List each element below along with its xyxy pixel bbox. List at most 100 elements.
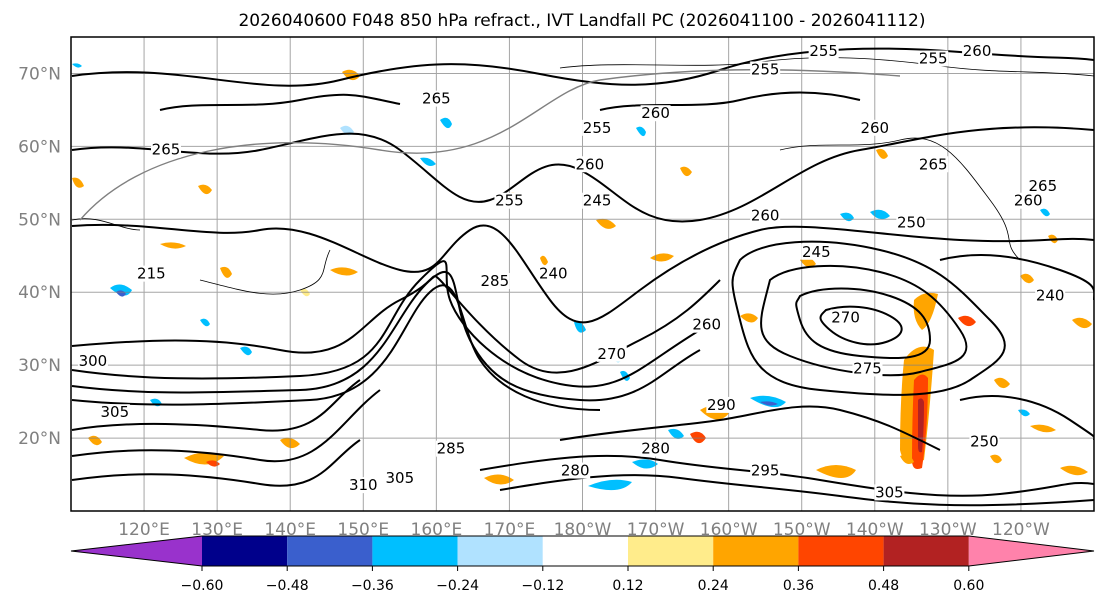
longitude-label: 150°W [773,520,831,540]
longitude-label: 120°W [992,520,1050,540]
colorbar-tick-label: 0.48 [868,578,899,594]
shade-orange-region [206,460,220,467]
contour-label: 255 [751,60,780,78]
colorbar-tick-label: −0.12 [521,578,564,594]
refractivity-shading [72,63,1092,491]
contour-label-background [640,440,671,457]
contour-label: 260 [751,206,780,224]
contour-label-background [640,105,671,122]
contour-label-background [421,90,452,107]
shade-blue-region [632,459,658,469]
contour-label-background [560,462,591,479]
contour-line [159,93,401,111]
map-title: 2026040600 F048 850 hPa refract., IVT La… [238,11,925,31]
contour-line [479,454,1094,497]
contour-label-background [896,214,927,231]
longitude-label: 120°E [118,520,170,540]
contour-label-background [538,265,569,282]
shade-orange-region [540,255,548,266]
contour-label-background [691,316,722,333]
contour-line [760,264,968,377]
shade-blue-region [1040,208,1050,217]
contour-label-background [918,156,949,173]
shade-orange-region [800,257,816,268]
contour-label: 300 [79,352,108,370]
colorbar-tick-label: −0.36 [351,578,394,594]
contour-line [499,474,1094,507]
shade-blue-region [636,126,646,137]
contour-label: 275 [853,359,882,377]
gray-arc [79,79,601,221]
shade-orange-region [1030,424,1056,433]
contour-label-background [77,353,108,370]
contour-label-background [962,43,993,60]
colorbar-segment [798,536,884,566]
colorbar-tick-label: 0.12 [612,578,643,594]
contour-label-background [750,61,781,78]
contour-line [71,260,701,388]
contour-label: 240 [539,265,568,283]
contour-label: 285 [480,272,509,290]
colorbar-extend-low [71,536,202,566]
contour-label: 260 [641,104,670,122]
contour-label: 260 [575,155,604,173]
contour-line [959,395,1094,440]
colorbar: −0.60 −0.48 −0.36 −0.24 −0.12 0.12 0.24 0.36 0.4… [70,535,1095,594]
shade-orange-region [484,474,514,485]
contour-label-background [479,272,510,289]
longitude-label: 160°W [700,520,758,540]
longitude-label: 130°E [191,520,243,540]
shade-orange-region [690,431,706,444]
contour-label-background [582,119,613,136]
latitude-label: 40°N [18,283,61,303]
contour-label: 310 [349,476,378,494]
contour-label-background [384,469,415,486]
contour-label: 265 [422,90,451,108]
longitude-label: 140°W [846,520,904,540]
shade-blue-region [620,370,630,381]
colorbar-tick-label: 0.60 [953,578,984,594]
latitude-label: 50°N [18,210,61,230]
shade-orange-region [220,266,232,278]
shade-orange-region [990,454,1002,464]
lat-lon-grid [71,37,1094,511]
contour-label: 290 [707,396,736,414]
colorbar-segment [287,536,373,566]
contour-label-background [582,192,613,209]
contour-line [71,270,701,402]
longitude-labels: 120°E 130°E 140°E 150°E 160°E 170°E 180°W 170°W… [118,520,1050,540]
shade-orange-region [816,465,856,478]
colorbar-tick-label: −0.48 [266,578,309,594]
contour-label-background [859,119,890,136]
shade-orange-region [913,292,938,330]
shade-orange-region [1060,465,1088,476]
colorbar-tick-label: −0.24 [436,578,479,594]
contour-label-background [750,207,781,224]
contour-line [795,287,932,360]
shade-orange-region [342,69,360,81]
coastline [779,137,1021,261]
shade-orange-region [994,377,1010,389]
contour-label-background [348,477,379,494]
latitude-label: 30°N [18,356,61,376]
contour-label-background [830,309,861,326]
latitude-label: 60°N [18,137,61,157]
colorbar-tick-label: 0.36 [783,578,814,594]
contour-label: 305 [875,483,904,501]
longitude-label: 150°E [337,520,389,540]
contour-line [731,240,1006,396]
longitude-label: 170°W [627,520,685,540]
contour-label: 255 [809,42,838,60]
shade-blue-region [420,157,436,166]
colorbar-segment [372,536,458,566]
contour-label-background [1035,287,1066,304]
contour-label: 295 [751,462,780,480]
shade-orange-region [900,454,914,464]
contour-label: 245 [583,192,612,210]
contour-label-background [801,243,832,260]
coastline [71,218,141,231]
contour-label: 265 [919,155,948,173]
